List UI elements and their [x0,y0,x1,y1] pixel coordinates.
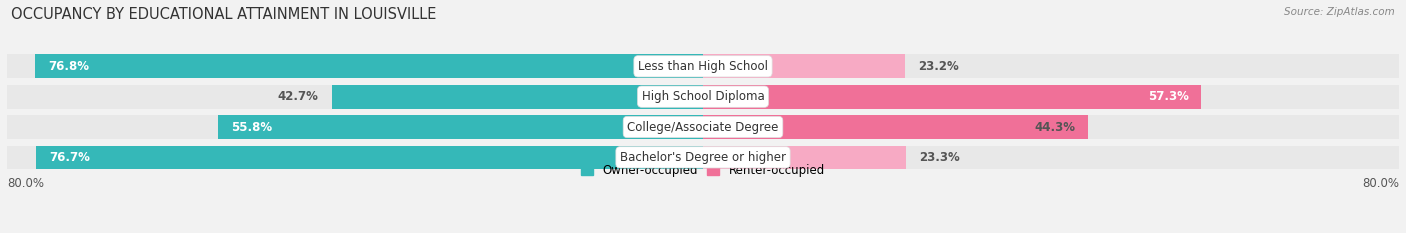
Bar [35,146,703,169]
Bar [703,85,1202,109]
Text: 23.2%: 23.2% [918,60,959,73]
Text: OCCUPANCY BY EDUCATIONAL ATTAINMENT IN LOUISVILLE: OCCUPANCY BY EDUCATIONAL ATTAINMENT IN L… [11,7,437,22]
Text: 80.0%: 80.0% [1362,177,1399,190]
Bar [703,85,1399,109]
Text: 76.7%: 76.7% [49,151,90,164]
Bar [7,146,703,169]
Legend: Owner-occupied, Renter-occupied: Owner-occupied, Renter-occupied [576,159,830,182]
Bar [703,146,905,169]
Text: 42.7%: 42.7% [277,90,319,103]
Bar [703,115,1399,139]
Text: 23.3%: 23.3% [918,151,959,164]
Text: 55.8%: 55.8% [231,120,271,134]
Bar [703,55,1399,78]
Bar [703,146,1399,169]
Bar [7,55,703,78]
Text: 44.3%: 44.3% [1035,120,1076,134]
Text: 80.0%: 80.0% [7,177,44,190]
Text: 57.3%: 57.3% [1147,90,1188,103]
Bar [703,115,1088,139]
Bar [703,55,905,78]
Text: Bachelor's Degree or higher: Bachelor's Degree or higher [620,151,786,164]
Text: 76.8%: 76.8% [48,60,89,73]
Bar [332,85,703,109]
Text: Source: ZipAtlas.com: Source: ZipAtlas.com [1284,7,1395,17]
Bar [35,55,703,78]
Bar [7,85,703,109]
Text: College/Associate Degree: College/Associate Degree [627,120,779,134]
Bar [7,115,703,139]
Bar [218,115,703,139]
Text: High School Diploma: High School Diploma [641,90,765,103]
Text: Less than High School: Less than High School [638,60,768,73]
